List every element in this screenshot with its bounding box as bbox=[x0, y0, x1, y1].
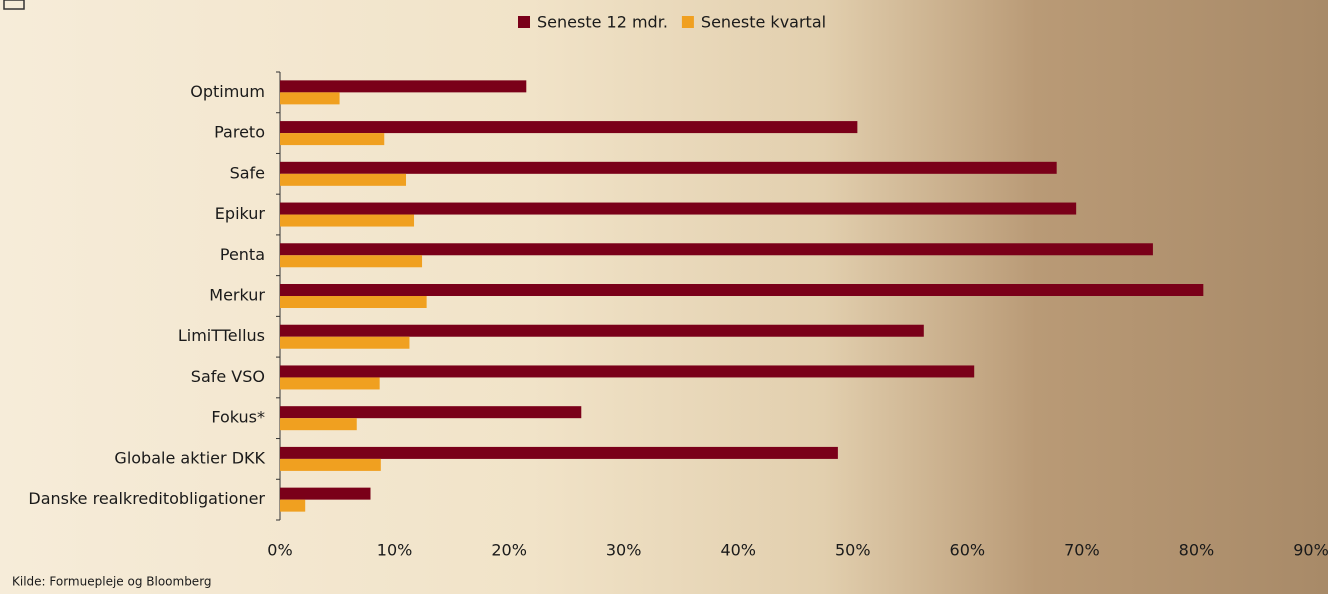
corner-box bbox=[4, 0, 24, 9]
legend-swatch bbox=[682, 16, 694, 28]
bar bbox=[280, 365, 974, 377]
legend-swatch bbox=[518, 16, 530, 28]
y-tick-label: Epikur bbox=[215, 204, 266, 223]
y-tick-label: Penta bbox=[220, 245, 265, 264]
bar bbox=[280, 418, 357, 430]
x-tick-label: 0% bbox=[267, 541, 292, 560]
y-tick-label: Globale aktier DKK bbox=[114, 448, 265, 467]
y-tick-label: Optimum bbox=[190, 82, 265, 101]
x-tick-label: 50% bbox=[835, 541, 871, 560]
x-tick-label: 10% bbox=[377, 541, 413, 560]
bar bbox=[280, 459, 381, 471]
y-tick-label: Merkur bbox=[209, 286, 265, 305]
bar bbox=[280, 337, 409, 349]
x-tick-label: 90% bbox=[1293, 541, 1328, 560]
y-tick-label: Safe VSO bbox=[191, 367, 265, 386]
bar bbox=[280, 92, 340, 104]
x-tick-label: 40% bbox=[720, 541, 756, 560]
bar bbox=[280, 255, 422, 267]
y-tick-label: Pareto bbox=[214, 123, 265, 142]
y-tick-label: LimiTTellus bbox=[178, 326, 265, 345]
bar bbox=[280, 296, 427, 308]
y-tick-label: Danske realkreditobligationer bbox=[28, 489, 265, 508]
page: Kilde: Formuepleje og Bloomberg 0% 10% 20%… bbox=[0, 0, 1328, 594]
bar bbox=[280, 243, 1153, 255]
bar bbox=[280, 215, 414, 227]
x-tick-label: 30% bbox=[606, 541, 642, 560]
x-tick-label: 60% bbox=[950, 541, 986, 560]
x-tick-label: 80% bbox=[1179, 541, 1215, 560]
bar bbox=[280, 500, 305, 512]
y-tick-label: Fokus* bbox=[211, 408, 265, 427]
bar bbox=[280, 447, 838, 459]
bar bbox=[280, 80, 526, 92]
bar bbox=[280, 284, 1203, 296]
bar bbox=[280, 203, 1076, 215]
legend-label: Seneste 12 mdr. bbox=[537, 13, 668, 32]
x-tick-label: 70% bbox=[1064, 541, 1100, 560]
bar bbox=[280, 133, 384, 145]
bar bbox=[280, 162, 1057, 174]
bar bbox=[280, 325, 924, 337]
chart: Kilde: Formuepleje og Bloomberg 0% 10% 20%… bbox=[0, 0, 1328, 594]
y-tick-label: Safe bbox=[230, 163, 265, 182]
x-tick-label: 20% bbox=[491, 541, 527, 560]
bar bbox=[280, 121, 857, 133]
bar bbox=[280, 406, 581, 418]
bar bbox=[280, 174, 406, 186]
source-note: Kilde: Formuepleje og Bloomberg bbox=[12, 575, 212, 589]
bar bbox=[280, 488, 370, 500]
legend-label: Seneste kvartal bbox=[701, 13, 826, 32]
bar bbox=[280, 377, 380, 389]
